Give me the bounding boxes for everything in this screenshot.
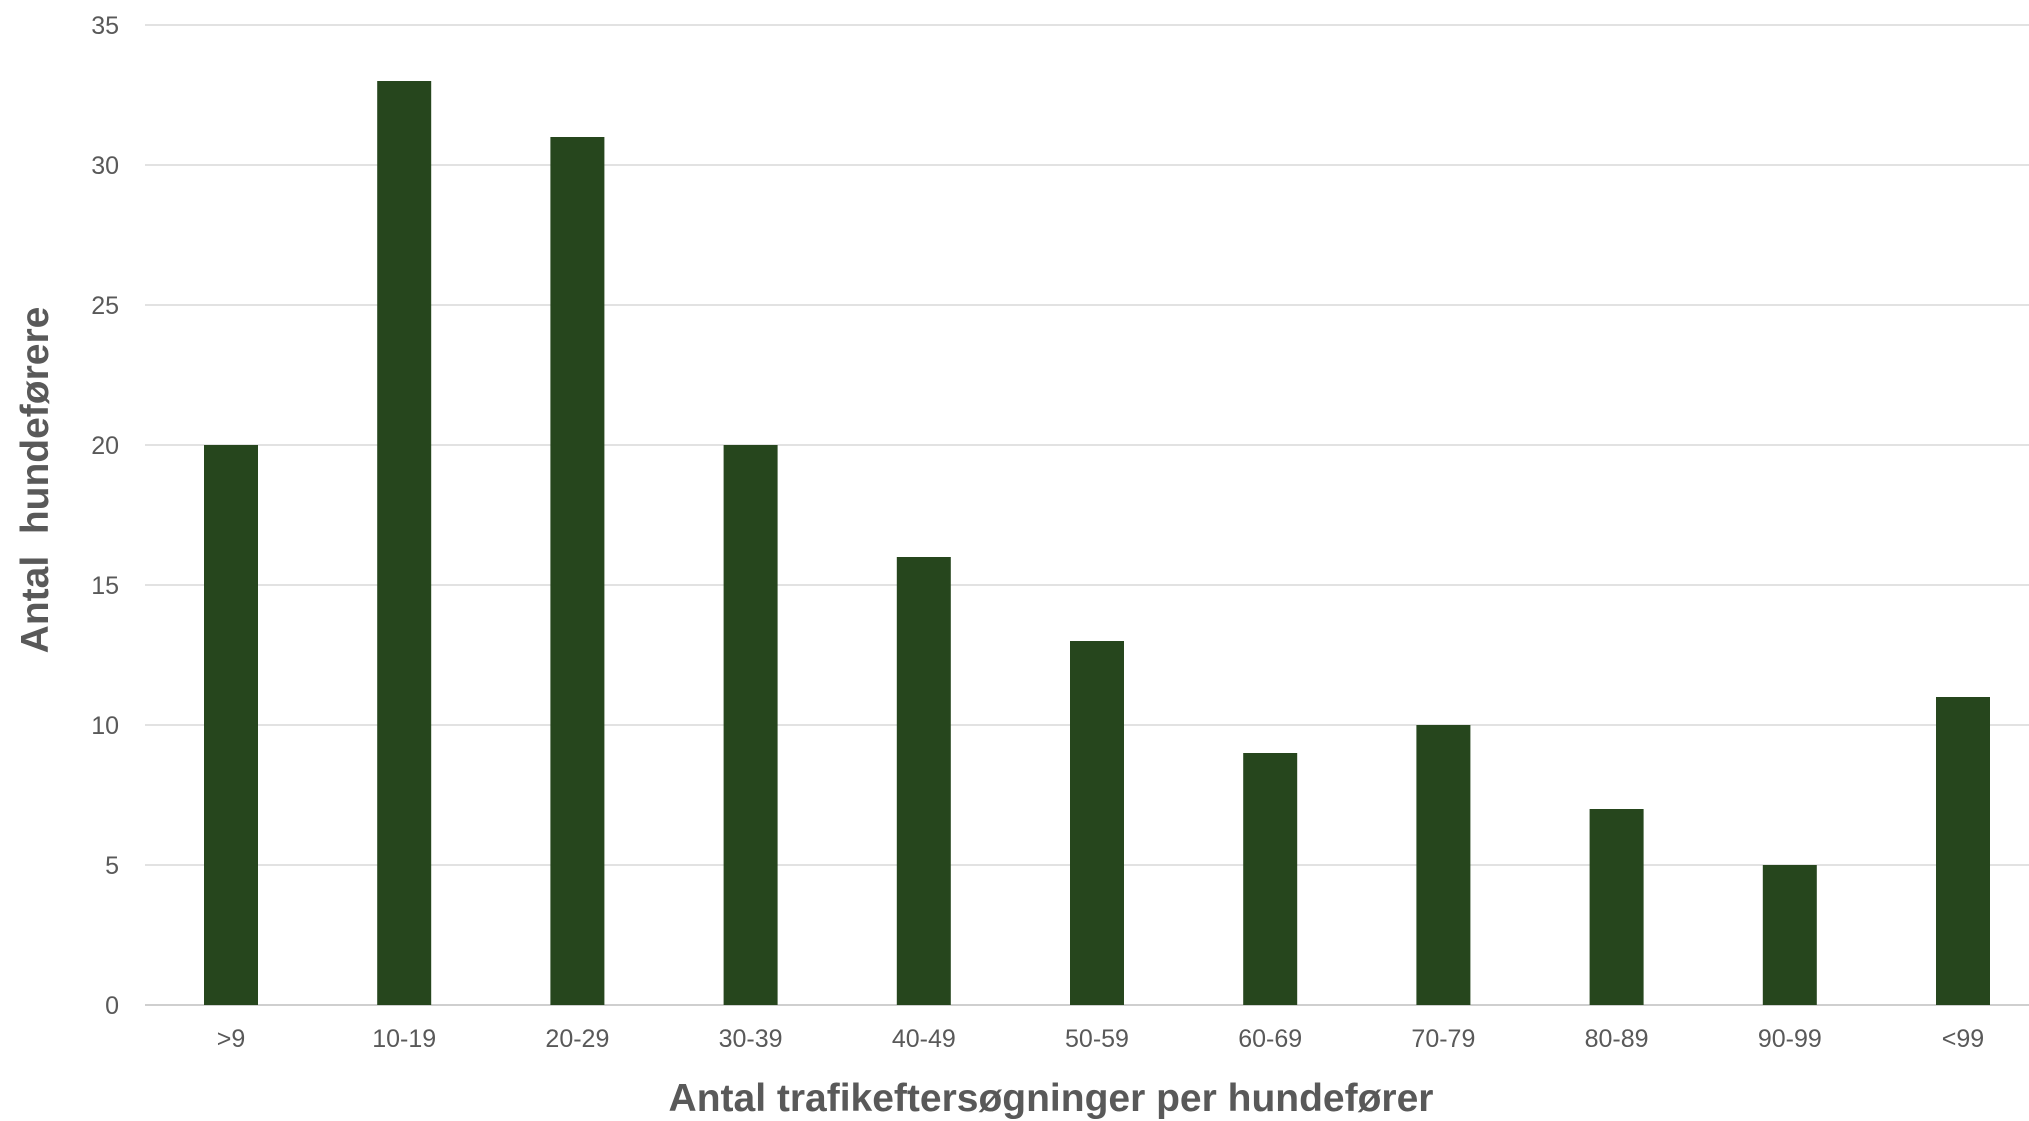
y-tick-label: 15 [91, 572, 119, 600]
bar [896, 557, 951, 1005]
x-tick-label: 70-79 [1411, 1025, 1475, 1053]
x-tick-label: 90-99 [1758, 1025, 1822, 1053]
x-tick-label: <99 [1942, 1025, 1984, 1053]
y-axis-ticks: 0 5 10 15 20 25 30 35 [91, 12, 119, 1020]
x-tick-label: 60-69 [1238, 1025, 1302, 1053]
x-tick-label: 40-49 [892, 1025, 956, 1053]
y-tick-label: 25 [91, 292, 119, 320]
bar [550, 137, 605, 1005]
x-axis-ticks: >9 10-19 20-29 30-39 40-49 50-59 60-69 70-79 80-… [217, 1025, 1984, 1053]
y-axis-title: Antal hundeførere [14, 307, 57, 654]
bar [1762, 865, 1817, 1005]
x-axis-title: Antal trafikeftersøgninger per hundeføre… [669, 1077, 1434, 1120]
x-tick-label: 80-89 [1585, 1025, 1649, 1053]
y-tick-label: 35 [91, 12, 119, 40]
bar [1243, 753, 1298, 1005]
y-tick-label: 0 [105, 992, 119, 1020]
bars [204, 81, 1990, 1005]
x-tick-label: 20-29 [545, 1025, 609, 1053]
x-tick-label: 50-59 [1065, 1025, 1129, 1053]
bar [723, 445, 778, 1005]
y-tick-label: 30 [91, 152, 119, 180]
y-tick-label: 20 [91, 432, 119, 460]
x-tick-label: >9 [217, 1025, 246, 1053]
bar [377, 81, 432, 1005]
bar [1589, 809, 1644, 1005]
bar [1936, 697, 1990, 1005]
y-tick-label: 5 [105, 852, 119, 880]
x-tick-label: 30-39 [719, 1025, 783, 1053]
bar [1070, 641, 1124, 1005]
x-tick-label: 10-19 [372, 1025, 436, 1053]
bar [1416, 725, 1471, 1005]
bar [204, 445, 258, 1005]
y-tick-label: 10 [91, 712, 119, 740]
